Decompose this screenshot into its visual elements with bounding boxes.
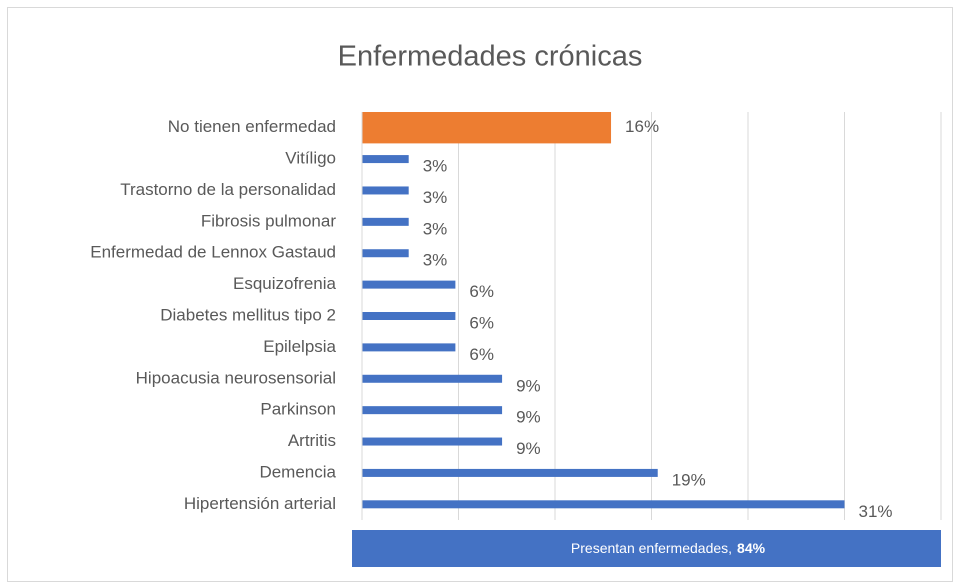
value-label: 9% <box>516 376 541 395</box>
value-label: 31% <box>859 502 893 521</box>
y-tick-label: Demencia <box>259 462 336 481</box>
bar <box>362 217 409 226</box>
footer-banner <box>352 530 941 567</box>
bar <box>362 249 409 258</box>
y-tick-label: Hipertensión arterial <box>184 494 336 513</box>
y-tick-label: Parkinson <box>260 400 336 419</box>
bar <box>362 468 658 477</box>
value-label: 19% <box>672 470 706 489</box>
bar <box>362 312 456 320</box>
value-label: 6% <box>469 313 494 332</box>
bar <box>362 406 503 415</box>
footer-label: Presentan enfermedades, <box>571 540 732 556</box>
bar <box>362 155 409 164</box>
value-label: 6% <box>469 345 494 364</box>
bar <box>362 374 503 383</box>
bar <box>362 343 456 352</box>
y-tick-label: Diabetes mellitus tipo 2 <box>160 305 336 324</box>
y-tick-label: No tienen enfermedad <box>168 117 336 136</box>
y-tick-label: Trastorno de la personalidad <box>120 180 336 199</box>
y-tick-label: Esquizofrenia <box>233 274 337 293</box>
bar <box>362 500 845 509</box>
footer-text: Presentan enfermedades, 84% <box>571 540 766 556</box>
chart-title: Enfermedades crónicas <box>338 41 643 73</box>
y-tick-label: Fibrosis pulmonar <box>201 211 336 230</box>
bar <box>362 280 456 289</box>
value-label: 16% <box>625 117 659 136</box>
bar <box>362 437 503 446</box>
value-label: 9% <box>516 439 541 458</box>
value-label: 3% <box>423 219 448 238</box>
value-label: 3% <box>423 188 448 207</box>
y-tick-label: Vitíligo <box>285 149 336 168</box>
y-tick-label: Artritis <box>288 431 336 450</box>
y-tick-label: Hipoacusia neurosensorial <box>136 368 336 387</box>
chart-frame <box>7 7 953 582</box>
value-label: 3% <box>423 157 448 176</box>
value-label: 9% <box>516 408 541 427</box>
footer-value: 84% <box>737 540 766 556</box>
y-tick-label: Enfermedad de Lennox Gastaud <box>90 243 336 262</box>
value-label: 3% <box>423 251 448 270</box>
bar <box>362 112 612 144</box>
value-label: 6% <box>469 282 494 301</box>
y-tick-label: Epilelpsia <box>263 337 336 356</box>
bar <box>362 186 409 195</box>
